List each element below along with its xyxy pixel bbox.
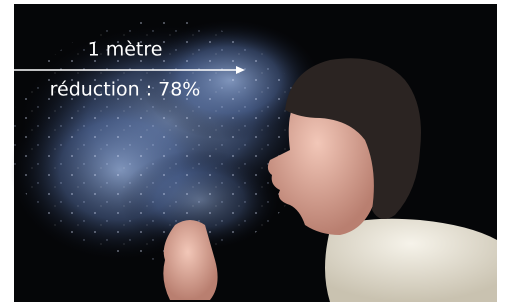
distance-label: 1 mètre [88,39,163,61]
page: 1 mètre réduction : 78% (() => { const d… [0,0,505,306]
photo-scene: 1 mètre réduction : 78% [0,0,505,306]
reduction-label: réduction : 78% [50,79,201,101]
